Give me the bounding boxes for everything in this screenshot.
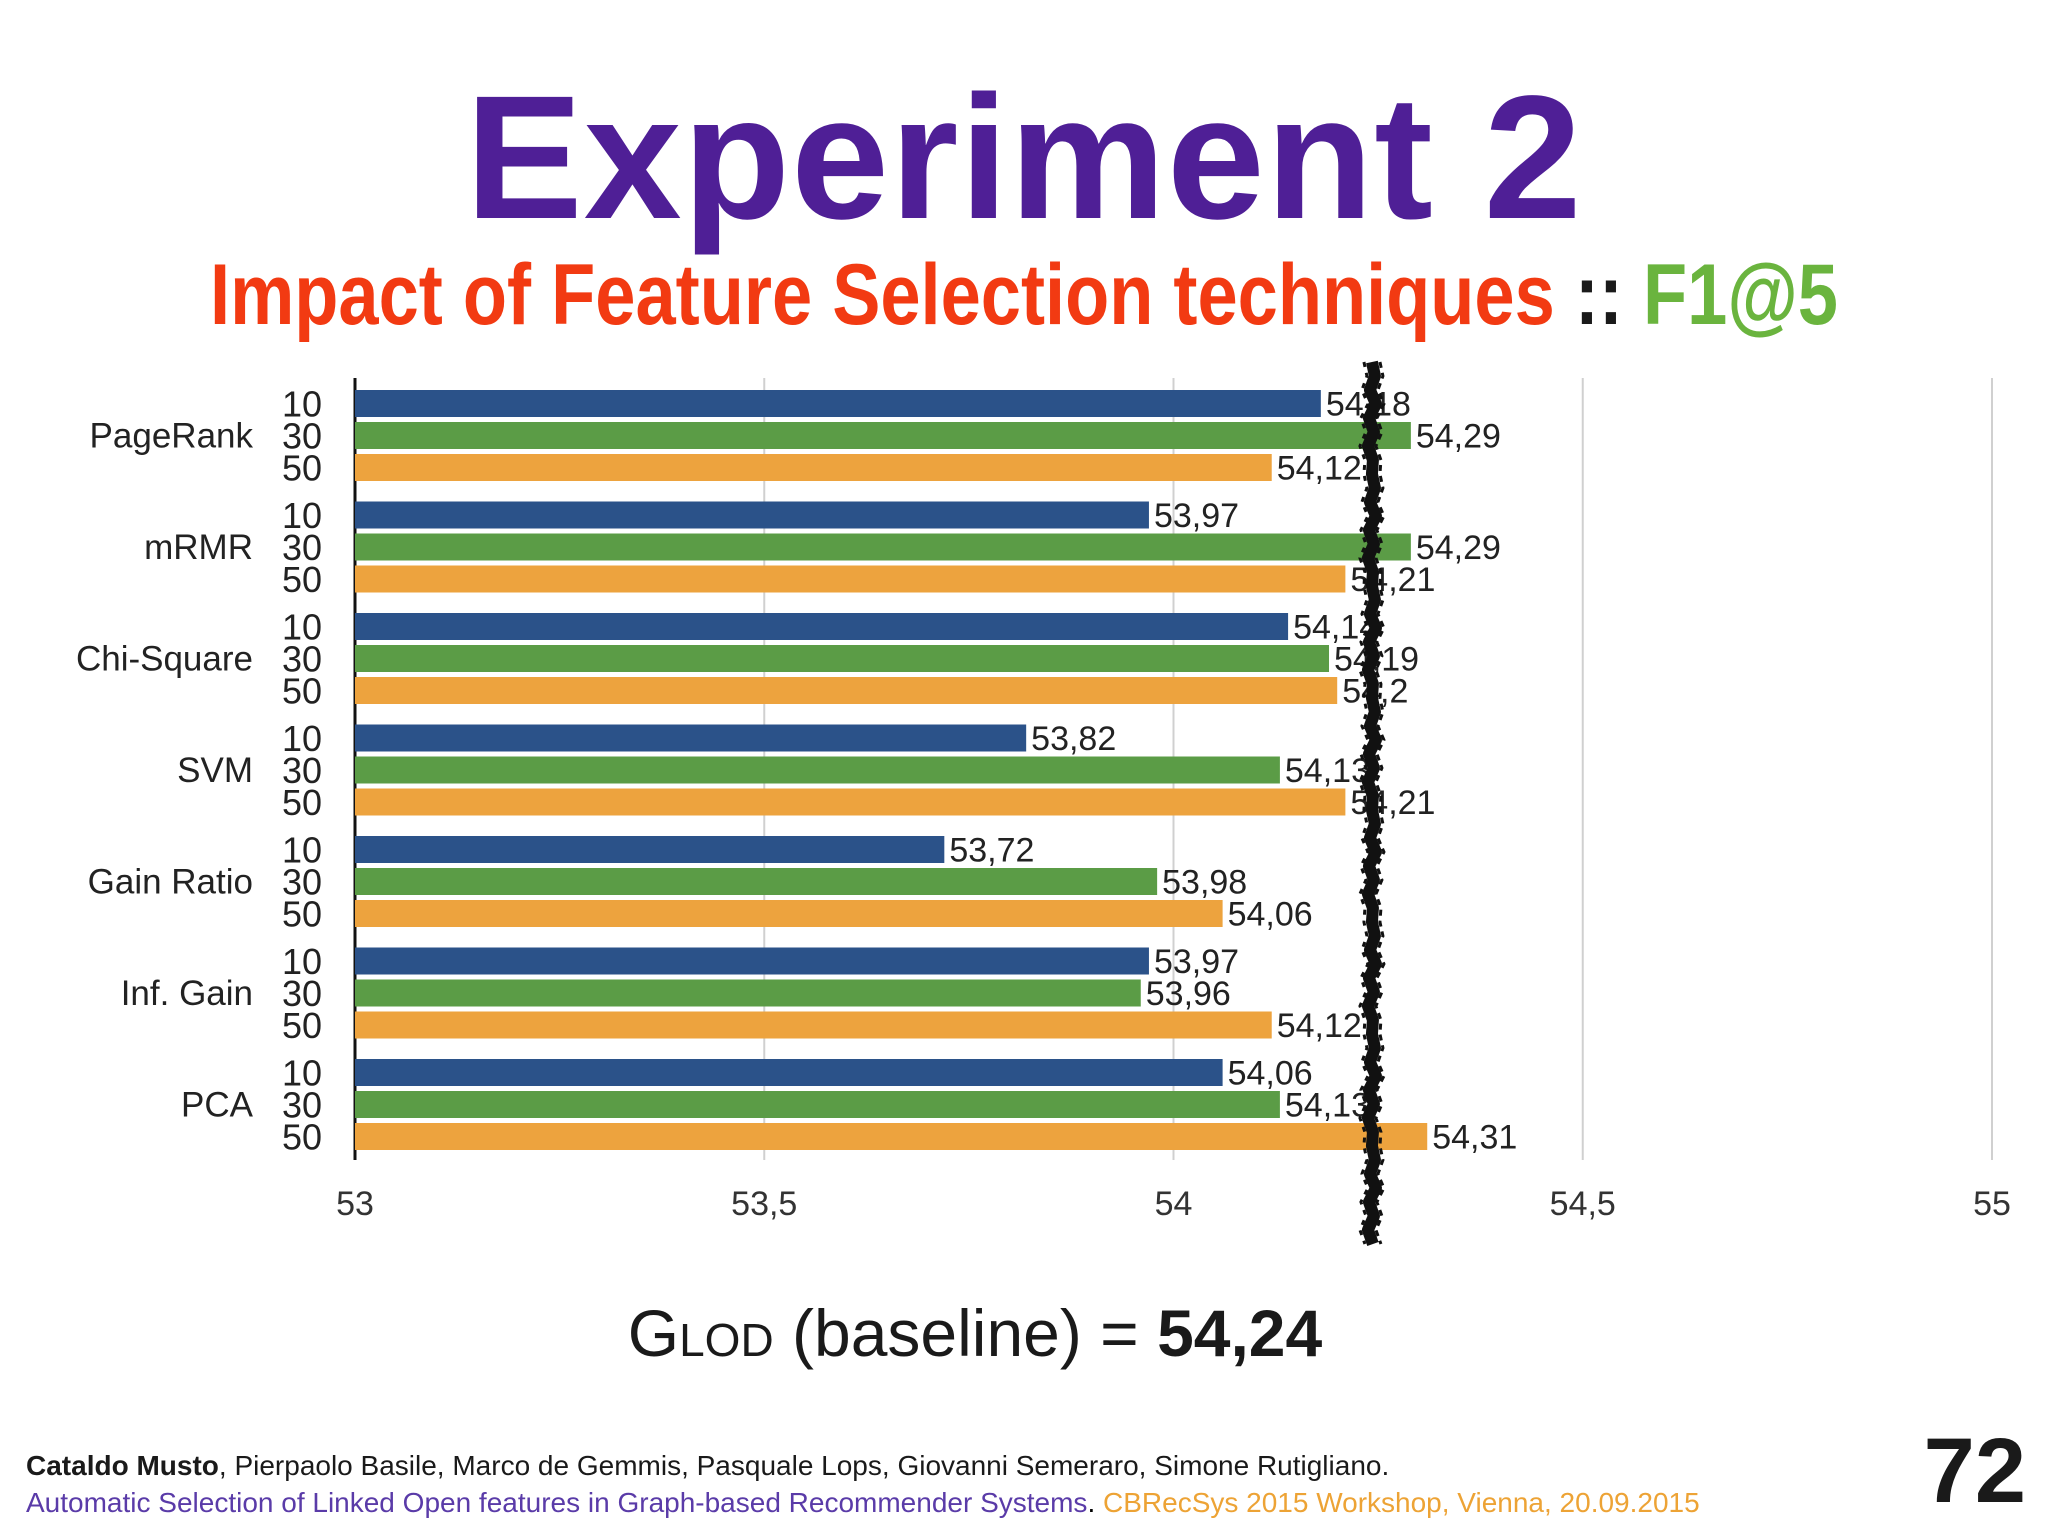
- subtitle-separator: ::: [1574, 247, 1623, 343]
- baseline-caption: GLOD (baseline) = 54,24: [0, 1300, 1950, 1366]
- x-tick-label: 54,5: [1550, 1185, 1616, 1223]
- bar: [355, 1091, 1280, 1118]
- bar: [355, 501, 1149, 529]
- series-label: 30: [282, 750, 322, 791]
- venue: CBRecSys 2015 Workshop, Vienna, 20.09.20…: [1103, 1487, 1700, 1518]
- baseline-value: 54,24: [1157, 1296, 1323, 1370]
- data-label: 54,13: [1285, 752, 1370, 790]
- bar: [355, 1011, 1272, 1039]
- series-label: 50: [282, 671, 322, 712]
- x-tick-label: 54: [1155, 1185, 1193, 1223]
- series-label: 10: [282, 1053, 322, 1094]
- data-label: 53,98: [1162, 864, 1247, 902]
- category-label: Inf. Gain: [121, 974, 253, 1013]
- series-label: 10: [282, 607, 322, 648]
- page-number: 72: [1923, 1420, 2026, 1522]
- subtitle-metric: F1@5: [1643, 247, 1838, 343]
- category-label: Gain Ratio: [88, 863, 253, 902]
- bar: [355, 645, 1330, 672]
- bar: [355, 565, 1346, 593]
- data-label: 53,96: [1146, 975, 1231, 1013]
- bar: [355, 947, 1149, 975]
- series-label: 50: [282, 448, 322, 489]
- bar: [355, 756, 1280, 784]
- bar: [355, 613, 1289, 640]
- other-authors: , Pierpaolo Basile, Marco de Gemmis, Pas…: [218, 1450, 1390, 1481]
- series-label: 10: [282, 718, 322, 759]
- baseline-marker-edge: [1374, 361, 1386, 1245]
- data-label: 54,06: [1228, 1055, 1313, 1093]
- data-label: 54,29: [1416, 418, 1501, 456]
- bar: [355, 788, 1346, 816]
- baseline-marker: [1361, 360, 1382, 1247]
- series-label: 30: [282, 527, 322, 568]
- bar: [355, 422, 1411, 449]
- baseline-marker-edge: [1358, 361, 1370, 1245]
- data-label: 54,12: [1277, 450, 1362, 488]
- series-label: 10: [282, 830, 322, 871]
- data-label: 54,13: [1285, 1087, 1370, 1125]
- data-label: 53,97: [1154, 497, 1239, 535]
- series-label: 30: [282, 416, 322, 457]
- data-label: 53,82: [1031, 720, 1116, 758]
- data-label: 53,72: [949, 832, 1034, 870]
- category-label: PCA: [181, 1086, 254, 1125]
- bar: [355, 1059, 1223, 1086]
- paper-period: .: [1087, 1487, 1096, 1518]
- bar: [355, 836, 945, 863]
- baseline-label-sub: LOD: [679, 1314, 774, 1366]
- category-label: mRMR: [144, 528, 253, 567]
- category-label: PageRank: [90, 417, 254, 456]
- x-tick-label: 53,5: [731, 1185, 797, 1223]
- baseline-label-rest: (baseline) =: [773, 1296, 1158, 1370]
- series-label: 30: [282, 1085, 322, 1126]
- series-label: 10: [282, 384, 322, 425]
- bar: [355, 868, 1158, 895]
- series-label: 50: [282, 782, 322, 823]
- x-tick-label: 55: [1973, 1185, 2011, 1223]
- series-label: 50: [282, 894, 322, 935]
- series-label: 30: [282, 862, 322, 903]
- slide-title: Experiment 2: [465, 60, 1583, 256]
- subtitle-main: Impact of Feature Selection techniques: [210, 247, 1555, 343]
- series-label: 10: [282, 495, 322, 536]
- data-label: 54,12: [1277, 1007, 1362, 1045]
- category-label: SVM: [177, 751, 253, 790]
- category-label: Chi-Square: [76, 640, 253, 679]
- bar: [355, 454, 1272, 481]
- paper-title: Automatic Selection of Linked Open featu…: [26, 1487, 1088, 1518]
- slide-subtitle: Impact of Feature Selection techniques :…: [164, 252, 1884, 338]
- bar: [355, 979, 1141, 1007]
- series-label: 50: [282, 1117, 322, 1158]
- bar: [355, 1123, 1428, 1150]
- bar: [355, 900, 1223, 927]
- data-label: 54,29: [1416, 529, 1501, 567]
- x-tick-label: 53: [336, 1185, 374, 1223]
- bar: [355, 724, 1027, 752]
- series-label: 30: [282, 639, 322, 680]
- bar: [355, 533, 1411, 561]
- data-label: 54,31: [1432, 1119, 1517, 1157]
- footer-reference: Automatic Selection of Linked Open featu…: [26, 1487, 1700, 1519]
- footer-authors: Cataldo Musto, Pierpaolo Basile, Marco d…: [26, 1450, 1389, 1482]
- lead-author: Cataldo Musto: [26, 1450, 219, 1481]
- data-label: 53,97: [1154, 943, 1239, 981]
- bar: [355, 390, 1321, 417]
- bar: [355, 677, 1338, 704]
- data-label: 54,06: [1228, 896, 1313, 934]
- series-label: 50: [282, 1005, 322, 1046]
- series-label: 30: [282, 973, 322, 1014]
- series-label: 50: [282, 559, 322, 600]
- baseline-label-main: G: [627, 1296, 680, 1370]
- series-label: 10: [282, 941, 322, 982]
